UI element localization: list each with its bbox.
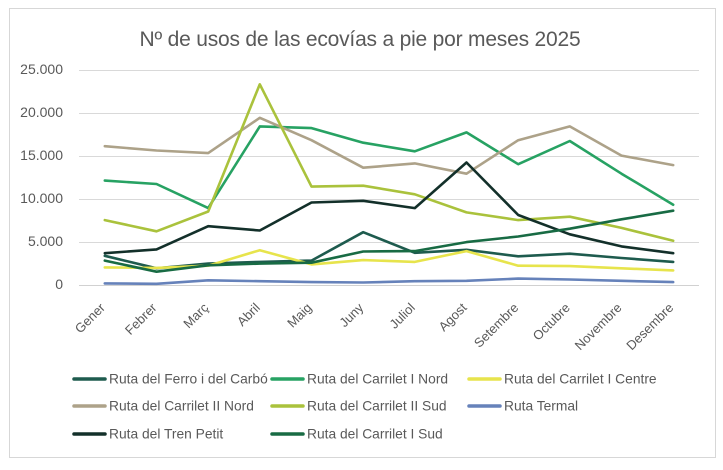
svg-text:10.000: 10.000: [20, 190, 63, 206]
svg-text:Ruta del Ferro i del Carbó: Ruta del Ferro i del Carbó: [109, 372, 268, 387]
svg-text:Ruta Termal: Ruta Termal: [504, 399, 578, 414]
svg-text:20.000: 20.000: [20, 104, 63, 120]
svg-text:Ruta del Carrilet I Nord: Ruta del Carrilet I Nord: [307, 372, 448, 387]
svg-text:0: 0: [55, 276, 63, 292]
svg-text:15.000: 15.000: [20, 147, 63, 163]
svg-text:Ruta del Carrilet I Sud: Ruta del Carrilet I Sud: [307, 427, 443, 442]
svg-text:Ruta del Carrilet II Nord: Ruta del Carrilet II Nord: [109, 399, 254, 414]
svg-text:Ruta del Tren Petit: Ruta del Tren Petit: [109, 427, 223, 442]
svg-text:Ruta del Carrilet II Sud: Ruta del Carrilet II Sud: [307, 399, 447, 414]
svg-text:25.000: 25.000: [20, 61, 63, 77]
svg-text:Ruta del Carrilet I Centre: Ruta del Carrilet I Centre: [504, 372, 657, 387]
svg-text:Nº de usos de las ecovías a pi: Nº de usos de las ecovías a pie por mese…: [140, 28, 581, 51]
svg-text:5.000: 5.000: [28, 233, 63, 249]
